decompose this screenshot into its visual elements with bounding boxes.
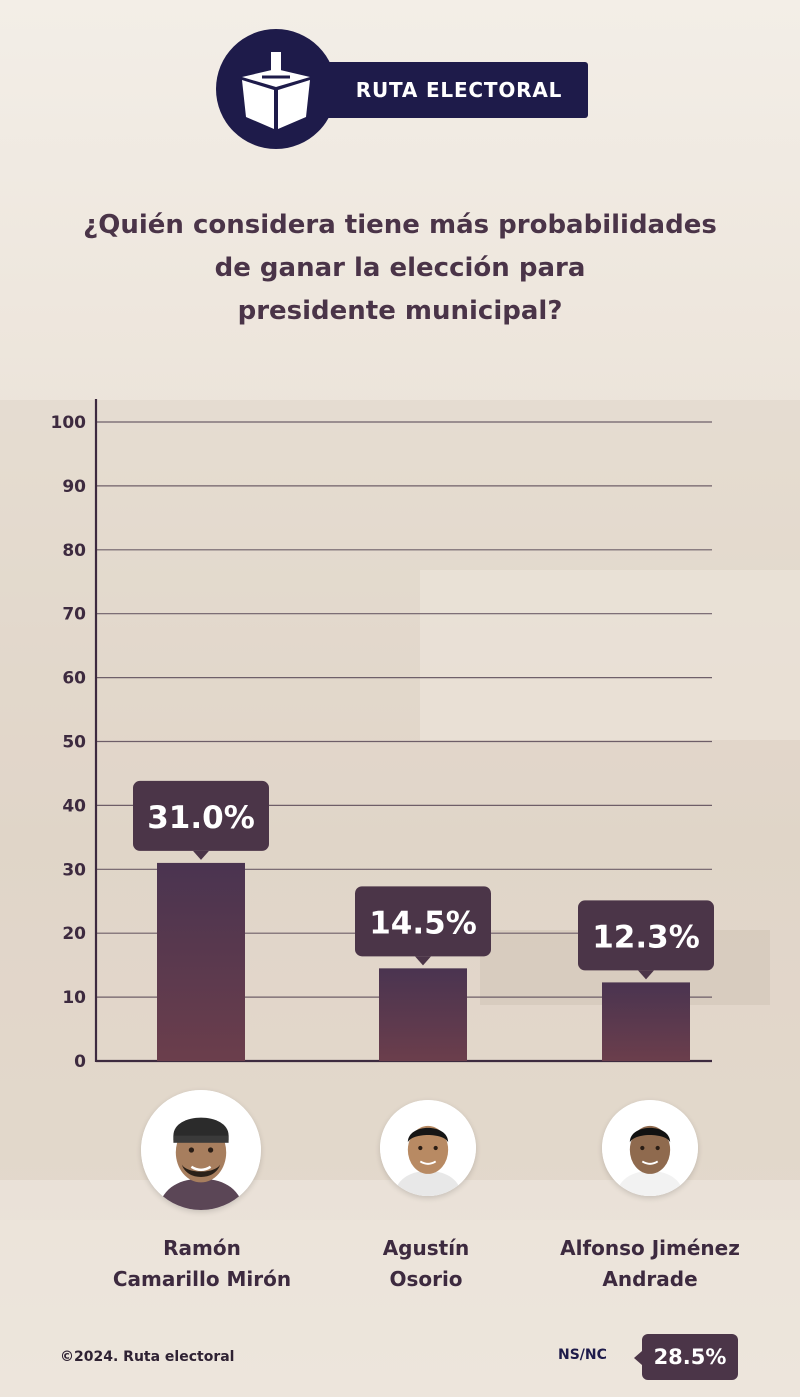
- copyright-text: ©2024. Ruta electoral: [60, 1349, 235, 1365]
- y-tick-label-10: 10: [62, 988, 86, 1008]
- value-label-text-1: 31.0%: [147, 800, 255, 836]
- value-label-box-2: [355, 886, 491, 957]
- candidate-name-2: Agustín Osorio: [306, 1233, 546, 1295]
- candidate-name-2-line-1: Agustín: [382, 1236, 470, 1260]
- nsnc-value: 28.5%: [634, 1334, 738, 1380]
- y-tick-label-80: 80: [62, 541, 86, 561]
- y-tick-label-30: 30: [62, 860, 86, 880]
- person-icon: [380, 1100, 476, 1196]
- candidate-photo-3: [602, 1100, 698, 1196]
- candidate-name-3-line-1: Alfonso Jiménez: [560, 1236, 740, 1260]
- candidate-name-1-line-2: Camarillo Mirón: [112, 1267, 292, 1291]
- bar-3: [602, 982, 690, 1061]
- value-label-box-1: [133, 780, 269, 851]
- value-label-pointer-1: [193, 850, 209, 860]
- value-label-3: 12.3%: [578, 900, 714, 980]
- value-label-text-2: 14.5%: [369, 905, 477, 941]
- person-icon: [141, 1090, 261, 1210]
- brand-title: RUTA ELECTORAL: [320, 62, 588, 118]
- question-line-3: presidente municipal?: [237, 296, 563, 326]
- y-tick-label-90: 90: [62, 477, 86, 497]
- question-title: ¿Quién considera tiene más probabilidade…: [40, 204, 760, 333]
- candidate-name-2-line-2: Osorio: [389, 1267, 463, 1291]
- question-line-2: de ganar la elección para: [214, 253, 586, 283]
- value-label-text-3: 12.3%: [592, 919, 700, 955]
- y-tick-label-20: 20: [62, 924, 86, 944]
- person-icon: [602, 1100, 698, 1196]
- candidate-photo-2: [380, 1100, 476, 1196]
- candidate-name-3: Alfonso Jiménez Andrade: [530, 1233, 770, 1295]
- y-tick-label-60: 60: [62, 669, 86, 689]
- value-label-box-3: [578, 900, 714, 971]
- bar-1: [157, 862, 245, 1061]
- y-tick-label-0: 0: [74, 1052, 86, 1072]
- value-label-pointer-2: [415, 956, 431, 966]
- candidate-name-1: Ramón Camarillo Mirón: [82, 1233, 322, 1295]
- value-label-pointer-3: [638, 970, 654, 980]
- bar-chart: 0 10 20 30 40 50 60 70 80 90 100 31.0% 14.5% 12.3%: [51, 399, 714, 1072]
- ballot-box-logo: [216, 29, 336, 149]
- bar-2: [379, 968, 467, 1061]
- candidate-name-3-line-2: Andrade: [602, 1267, 698, 1291]
- value-label-2: 14.5%: [355, 886, 491, 966]
- value-label-1: 31.0%: [133, 780, 269, 860]
- candidate-name-1-line-1: Ramón: [163, 1236, 241, 1260]
- question-line-1: ¿Quién considera tiene más probabilidade…: [83, 210, 717, 240]
- y-tick-label-50: 50: [62, 733, 86, 753]
- y-tick-label-100: 100: [51, 413, 87, 433]
- y-tick-label-40: 40: [62, 796, 86, 816]
- candidate-photo-1: [141, 1090, 261, 1210]
- nsnc-label: NS/NC: [558, 1347, 607, 1363]
- ballot-box-icon: [242, 50, 310, 129]
- y-tick-label-70: 70: [62, 605, 86, 625]
